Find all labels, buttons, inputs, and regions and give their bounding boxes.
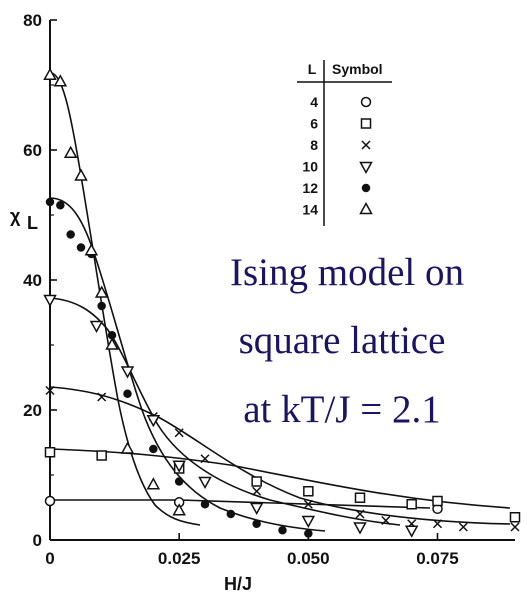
data-point bbox=[353, 522, 367, 535]
data-point bbox=[354, 492, 366, 503]
data-point bbox=[96, 450, 107, 461]
data-point bbox=[172, 460, 186, 473]
curves bbox=[49, 72, 511, 532]
curve-L12 bbox=[49, 197, 326, 532]
data-point bbox=[105, 337, 119, 350]
y-axis-label-subscript: L bbox=[27, 213, 38, 233]
data-point bbox=[120, 441, 135, 454]
data-point bbox=[56, 201, 65, 210]
curve-L4 bbox=[50, 499, 431, 509]
y-tick-label: 80 bbox=[23, 11, 42, 30]
legend-label: 10 bbox=[302, 159, 318, 175]
data-point bbox=[198, 476, 212, 490]
data-markers bbox=[43, 67, 521, 538]
x-tick-label: 0 bbox=[45, 549, 54, 568]
tick-labels: 0 20 40 60 80 0 0.025 0.050 0.075 bbox=[23, 11, 459, 568]
data-point bbox=[84, 243, 99, 256]
data-point bbox=[381, 515, 391, 526]
series-L10 bbox=[43, 294, 419, 538]
y-axis-label: χ bbox=[10, 206, 21, 226]
annotation-line-2: square lattice bbox=[239, 319, 446, 362]
legend-symbol bbox=[361, 140, 371, 150]
legend-label: 4 bbox=[310, 94, 318, 110]
data-point bbox=[53, 74, 68, 87]
data-point bbox=[174, 428, 184, 438]
curve-L8 bbox=[49, 386, 511, 525]
data-point bbox=[226, 509, 236, 519]
legend-symbol bbox=[359, 201, 373, 215]
series-L14 bbox=[43, 67, 186, 516]
x-tick-label: 0.075 bbox=[416, 549, 459, 568]
annotation: Ising model on square lattice at kT/J = … bbox=[230, 251, 464, 431]
data-point bbox=[44, 447, 56, 458]
data-point bbox=[146, 415, 161, 428]
data-point bbox=[123, 389, 132, 398]
legend-symbol bbox=[361, 183, 371, 193]
data-point bbox=[303, 486, 314, 497]
data-point bbox=[174, 477, 184, 486]
data-point bbox=[66, 230, 75, 239]
legend-label: 8 bbox=[310, 137, 318, 153]
y-tick-label: 40 bbox=[23, 271, 42, 290]
data-point bbox=[94, 285, 109, 298]
series-L6 bbox=[44, 447, 521, 523]
y-tick-label: 60 bbox=[23, 141, 42, 160]
data-point bbox=[89, 320, 104, 334]
data-point bbox=[458, 522, 468, 532]
x-tick-label: 0.025 bbox=[158, 549, 201, 568]
legend-header-symbol: Symbol bbox=[332, 61, 383, 77]
x-tick-label: 0.050 bbox=[287, 549, 330, 568]
data-point bbox=[44, 495, 56, 507]
data-point bbox=[200, 454, 210, 464]
data-point bbox=[43, 294, 57, 308]
data-point bbox=[510, 522, 520, 532]
data-point bbox=[76, 243, 86, 252]
data-point bbox=[74, 168, 88, 181]
legend-label: 14 bbox=[302, 202, 318, 218]
x-axis-label: H/J bbox=[224, 574, 252, 594]
data-point bbox=[432, 519, 443, 529]
data-point bbox=[45, 385, 55, 396]
legend-label: 6 bbox=[310, 116, 318, 132]
data-point bbox=[432, 495, 443, 507]
legend: L Symbol 4 6 8 10 12 14 bbox=[297, 60, 392, 226]
data-point bbox=[404, 525, 419, 538]
data-point bbox=[406, 499, 417, 510]
legend-rows: 4 6 8 10 12 14 bbox=[302, 94, 373, 218]
data-point bbox=[146, 477, 161, 490]
series-L4 bbox=[44, 495, 443, 515]
legend-symbol bbox=[359, 161, 373, 175]
annotation-line-3: at kT/J = 2.1 bbox=[243, 388, 440, 431]
data-point bbox=[355, 509, 365, 519]
data-point bbox=[251, 476, 262, 487]
data-point bbox=[278, 526, 287, 535]
data-point bbox=[149, 444, 158, 454]
curve-L14 bbox=[49, 72, 201, 526]
legend-header-l: L bbox=[308, 61, 317, 77]
data-point bbox=[301, 515, 316, 529]
y-tick-label: 20 bbox=[23, 401, 42, 420]
annotation-line-1: Ising model on bbox=[230, 251, 464, 294]
legend-symbol bbox=[360, 96, 372, 108]
data-point bbox=[303, 499, 313, 509]
data-point bbox=[120, 366, 135, 379]
series-L12 bbox=[45, 197, 313, 538]
data-point bbox=[304, 529, 313, 538]
data-point bbox=[43, 67, 57, 80]
data-point bbox=[97, 392, 107, 402]
legend-label: 12 bbox=[302, 180, 318, 196]
y-tick-label: 0 bbox=[33, 531, 42, 550]
data-point bbox=[509, 512, 521, 523]
data-point bbox=[172, 503, 186, 516]
data-point bbox=[45, 197, 55, 207]
data-point bbox=[63, 145, 78, 158]
data-point bbox=[249, 502, 264, 516]
data-point bbox=[200, 500, 210, 509]
data-point bbox=[252, 519, 261, 528]
data-point bbox=[97, 301, 106, 311]
data-point bbox=[252, 486, 262, 496]
legend-symbol bbox=[360, 118, 372, 129]
